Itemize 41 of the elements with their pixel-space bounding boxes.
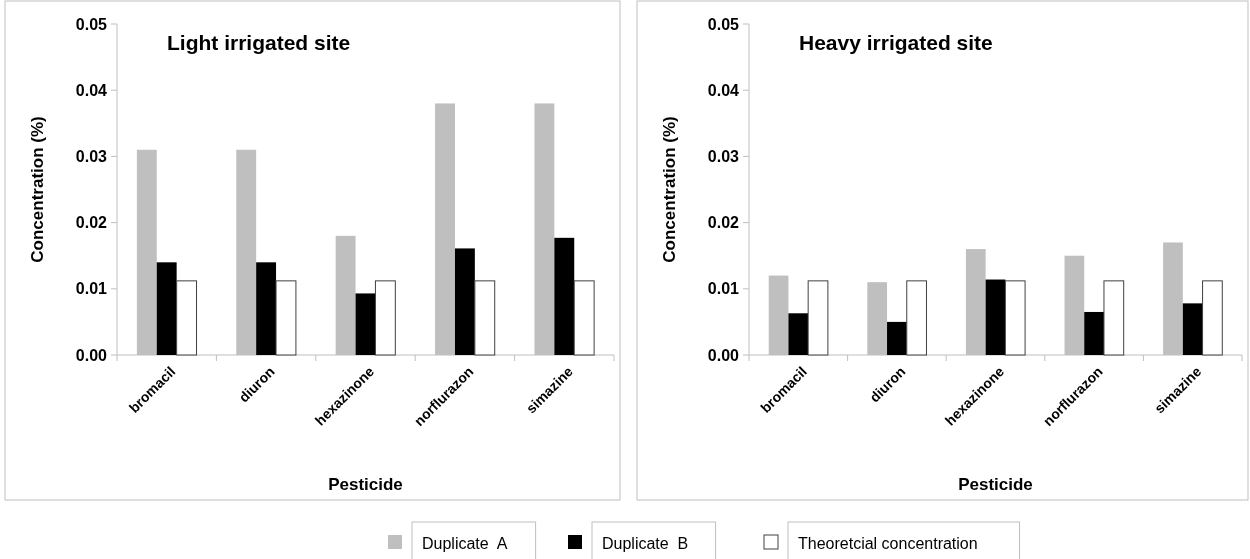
y-tick-label: 0.04 (75, 81, 108, 99)
chart-title: Heavy irrigated site (799, 31, 993, 54)
y-tick-label: 0.01 (707, 280, 740, 298)
y-tick-label: 0.00 (707, 346, 740, 364)
bar (474, 280, 496, 356)
bar (573, 280, 595, 356)
bar (985, 279, 1006, 355)
legend-label: Duplicate B (602, 534, 689, 552)
bar (807, 280, 829, 356)
y-tick-label: 0.02 (75, 214, 108, 232)
bar (454, 248, 475, 355)
y-tick-label: 0.05 (75, 15, 108, 33)
legend-label: Duplicate A (422, 534, 508, 552)
y-tick-label: 0.01 (75, 280, 108, 298)
y-tick-label: 0.00 (75, 346, 108, 364)
legend-label: Theoretcial concentration (798, 534, 978, 552)
x-axis-title: Pesticide (328, 475, 403, 494)
y-axis-title: Concentration (%) (28, 116, 47, 263)
y-tick-label: 0.03 (75, 148, 108, 165)
bar (1103, 280, 1125, 356)
y-tick-label: 0.05 (707, 15, 740, 33)
y-axis-title: Concentration (%) (660, 116, 679, 263)
bar (887, 321, 907, 355)
bar (156, 262, 177, 355)
bar (1202, 280, 1223, 356)
bar (554, 237, 575, 355)
y-tick-label: 0.03 (707, 148, 740, 165)
bar (256, 262, 277, 355)
bar (374, 280, 396, 356)
chart-title: Light irrigated site (167, 31, 351, 54)
y-tick-label: 0.02 (707, 214, 740, 232)
x-axis-title: Pesticide (958, 475, 1033, 494)
bar (788, 313, 809, 355)
bar (1004, 280, 1026, 356)
bar (1084, 311, 1104, 355)
bar (355, 293, 376, 355)
bar (906, 280, 927, 356)
bar (176, 280, 198, 356)
y-tick-label: 0.04 (707, 81, 740, 99)
bar (1182, 303, 1203, 355)
bar (275, 280, 297, 356)
